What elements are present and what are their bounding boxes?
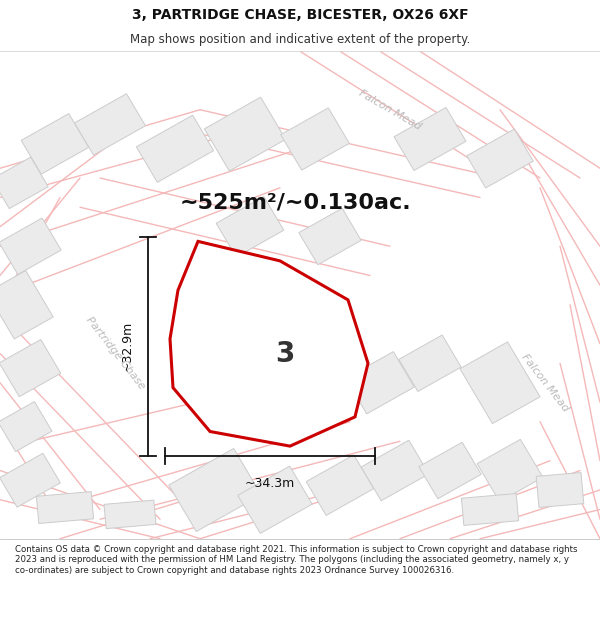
Polygon shape — [460, 342, 540, 424]
Polygon shape — [250, 336, 331, 410]
Polygon shape — [216, 196, 284, 257]
Polygon shape — [74, 94, 145, 155]
Polygon shape — [0, 218, 61, 274]
Polygon shape — [238, 466, 312, 533]
Polygon shape — [0, 339, 61, 397]
Polygon shape — [205, 97, 286, 171]
Polygon shape — [281, 108, 349, 170]
Polygon shape — [0, 402, 52, 452]
Polygon shape — [37, 492, 94, 524]
Text: ~34.3m: ~34.3m — [245, 478, 295, 491]
Polygon shape — [0, 271, 53, 339]
Polygon shape — [0, 157, 48, 209]
Text: 3: 3 — [275, 339, 295, 367]
Text: 3, PARTRIDGE CHASE, BICESTER, OX26 6XF: 3, PARTRIDGE CHASE, BICESTER, OX26 6XF — [131, 8, 469, 22]
Polygon shape — [361, 440, 429, 501]
Polygon shape — [467, 129, 533, 188]
Polygon shape — [419, 442, 481, 499]
Text: Partridge Chase: Partridge Chase — [83, 315, 146, 392]
Text: Falcon Mead: Falcon Mead — [357, 88, 423, 132]
Polygon shape — [136, 115, 214, 182]
Text: Map shows position and indicative extent of the property.: Map shows position and indicative extent… — [130, 34, 470, 46]
Polygon shape — [169, 449, 261, 531]
Polygon shape — [104, 500, 156, 529]
Polygon shape — [536, 472, 584, 508]
Polygon shape — [477, 439, 543, 502]
Polygon shape — [346, 352, 415, 414]
Text: ~525m²/~0.130ac.: ~525m²/~0.130ac. — [179, 192, 411, 213]
Polygon shape — [170, 241, 368, 446]
Polygon shape — [0, 453, 61, 508]
Text: Falcon Mead: Falcon Mead — [520, 352, 571, 414]
Text: ~32.9m: ~32.9m — [121, 321, 134, 371]
Text: Contains OS data © Crown copyright and database right 2021. This information is : Contains OS data © Crown copyright and d… — [15, 545, 577, 574]
Polygon shape — [399, 335, 461, 391]
Polygon shape — [394, 107, 466, 171]
Polygon shape — [461, 494, 518, 526]
Polygon shape — [21, 114, 89, 174]
Polygon shape — [306, 455, 374, 516]
Polygon shape — [299, 208, 361, 265]
